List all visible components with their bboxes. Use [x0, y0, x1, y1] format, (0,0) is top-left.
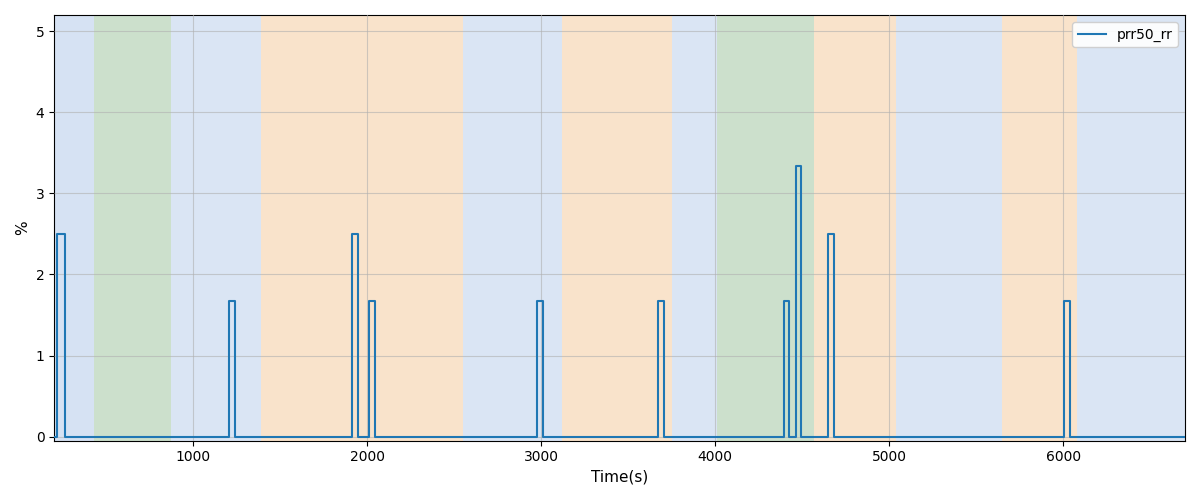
prr50_rr — [362, 298, 377, 304]
Bar — [54, 15, 94, 440]
prr50_rr — [788, 164, 803, 170]
Bar — [262, 15, 290, 440]
Legend: prr50_rr: prr50_rr — [1072, 22, 1178, 47]
Bar — [1078, 15, 1186, 440]
Y-axis label: %: % — [16, 220, 30, 235]
Bar — [672, 15, 701, 440]
Bar — [490, 15, 562, 440]
prr50_rr — [222, 298, 236, 304]
Bar — [562, 15, 610, 440]
Bar — [610, 15, 672, 440]
prr50_rr — [785, 434, 799, 440]
prr50_rr — [776, 298, 791, 304]
Line: prr50_rr: prr50_rr — [54, 166, 1186, 436]
Bar — [463, 15, 490, 440]
Bar — [910, 15, 1002, 440]
Bar — [731, 15, 815, 440]
prr50_rr — [47, 434, 61, 440]
prr50_rr — [344, 231, 359, 237]
Bar — [290, 15, 463, 440]
prr50_rr — [1178, 434, 1193, 440]
prr50_rr — [656, 434, 671, 440]
Bar — [830, 15, 896, 440]
X-axis label: Time(s): Time(s) — [590, 470, 648, 485]
Bar — [1002, 15, 1078, 440]
Bar — [815, 15, 830, 440]
Bar — [896, 15, 910, 440]
Bar — [170, 15, 262, 440]
Bar — [94, 15, 170, 440]
Bar — [701, 15, 718, 440]
Bar — [718, 15, 731, 440]
